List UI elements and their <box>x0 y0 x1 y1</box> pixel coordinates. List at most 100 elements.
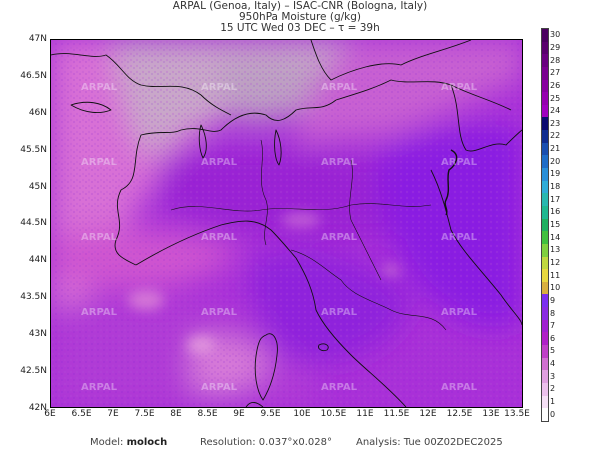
colorbar-tick-label: 28 <box>550 55 561 65</box>
lake-geneva <box>70 101 112 113</box>
watermark-7: ARPAL <box>321 157 358 168</box>
watermark-4: ARPAL <box>441 82 478 93</box>
colorbar-tick-label: 25 <box>550 93 561 103</box>
watermark-16: ARPAL <box>441 307 478 318</box>
map-canvas: ARPAL ARPAL ARPAL ARPAL ARPAL ARPAL ARPA… <box>51 40 522 407</box>
colorbar-swatch <box>542 345 548 358</box>
coast-corsica <box>254 333 278 401</box>
lon-label: 11E <box>356 409 374 419</box>
footer-model: Model: moloch <box>90 437 167 448</box>
field-pink-blob-3 <box>381 264 401 276</box>
watermark-20: ARPAL <box>441 382 478 393</box>
lake-maggiore <box>198 124 207 159</box>
lon-label: 12.5E <box>446 409 473 419</box>
colorbar-tick-label: 18 <box>550 182 561 192</box>
colorbar-tick-label: 26 <box>550 80 561 90</box>
title-line-3: 15 UTC Wed 03 DEC – τ = 39h <box>220 22 380 34</box>
watermark-9: ARPAL <box>81 232 118 243</box>
colorbar-swatch <box>542 218 548 232</box>
lon-label: 9E <box>233 409 245 419</box>
colorbar-tick-label: 23 <box>550 118 561 128</box>
model-label: Model: <box>90 437 124 448</box>
watermark-group: ARPAL ARPAL ARPAL ARPAL ARPAL ARPAL ARPA… <box>81 82 478 393</box>
watermark-15: ARPAL <box>321 307 358 318</box>
watermark-8: ARPAL <box>441 157 478 168</box>
colorbar-swatch <box>542 319 548 333</box>
border-slovenia <box>450 84 522 152</box>
watermark-14: ARPAL <box>201 307 238 318</box>
lon-label: 7E <box>107 409 119 419</box>
colorbar-swatch <box>542 332 548 346</box>
colorbar-tick-label: 12 <box>550 257 561 267</box>
footer-resolution: Resolution: 0.037°x0.028° <box>200 437 332 448</box>
watermark-2: ARPAL <box>201 82 238 93</box>
coast-elba <box>318 343 329 352</box>
colorbar-tick-label: 6 <box>550 333 556 343</box>
border-france-switzerland <box>51 53 232 116</box>
colorbar-swatch <box>542 370 548 383</box>
border-regions-1 <box>170 203 432 212</box>
lat-label: 44N <box>28 255 47 265</box>
lon-label: 11.5E <box>383 409 410 419</box>
colorbar-swatch <box>542 256 548 270</box>
colorbar-tick-label: 7 <box>550 321 556 331</box>
colorbar-swatch <box>542 193 548 206</box>
moisture-map: ARPAL ARPAL ARPAL ARPAL ARPAL ARPAL ARPA… <box>50 39 523 408</box>
lat-label: 47N <box>28 34 47 44</box>
footer-analysis: Analysis: Tue 00Z02DEC2025 <box>356 437 503 448</box>
colorbar-swatch <box>542 92 548 105</box>
colorbar-swatch <box>542 104 548 118</box>
lon-label: 8E <box>170 409 182 419</box>
field-pink-blob-2 <box>128 290 164 310</box>
coast-adriatic <box>430 169 522 326</box>
colorbar-swatch <box>542 54 548 67</box>
border-switzerland-italy <box>140 99 337 136</box>
colorbar-tick-label: 17 <box>550 194 561 204</box>
lon-label: 10.5E <box>320 409 347 419</box>
lon-label: 7.5E <box>134 409 155 419</box>
lat-label: 43.5N <box>20 292 47 302</box>
colorbar-swatch <box>542 243 548 257</box>
watermark-6: ARPAL <box>201 157 238 168</box>
colorbar-swatch <box>542 66 548 80</box>
colorbar-swatch <box>542 382 548 396</box>
colorbar-swatch <box>542 357 548 371</box>
watermark-13: ARPAL <box>81 307 118 318</box>
model-value: moloch <box>126 437 168 448</box>
colorbar <box>541 28 549 422</box>
colorbar-swatch <box>542 79 548 93</box>
title-line-2: 950hPa Moisture (g/kg) <box>239 11 361 23</box>
colorbar-swatch <box>542 41 548 55</box>
colorbar-tick-label: 0 <box>550 409 556 419</box>
colorbar-tick-label: 13 <box>550 245 561 255</box>
lat-label: 46N <box>28 108 47 118</box>
colorbar-tick-label: 2 <box>550 384 556 394</box>
watermark-3: ARPAL <box>321 82 358 93</box>
coast-sardinia-top <box>245 402 264 407</box>
watermark-12: ARPAL <box>441 232 478 243</box>
watermark-5: ARPAL <box>81 157 118 168</box>
lake-garda <box>274 129 282 166</box>
lat-label: 45.5N <box>20 145 47 155</box>
watermark-17: ARPAL <box>81 382 118 393</box>
colorbar-swatch <box>542 180 548 194</box>
watermark-19: ARPAL <box>321 382 358 393</box>
lon-label: 13E <box>482 409 500 419</box>
border-austria-north <box>310 40 472 81</box>
border-austria-italy <box>335 79 512 111</box>
colorbar-tick-label: 9 <box>550 295 556 305</box>
colorbar-tick-label: 30 <box>550 30 561 40</box>
coast-tuscany <box>295 257 407 407</box>
colorbar-swatch <box>542 117 548 131</box>
colorbar-tick-label: 21 <box>550 144 561 154</box>
watermark-1: ARPAL <box>81 82 118 93</box>
colorbar-swatch <box>542 408 548 421</box>
colorbar-tick-label: 14 <box>550 232 561 242</box>
colorbar-tick-label: 19 <box>550 169 561 179</box>
colorbar-tick-label: 15 <box>550 220 561 229</box>
lat-label: 42N <box>28 403 47 413</box>
lon-label: 12E <box>419 409 437 419</box>
colorbar-tick-label: 1 <box>550 397 556 407</box>
colorbar-tick-label: 20 <box>550 156 561 166</box>
border-france-italy <box>114 134 142 266</box>
